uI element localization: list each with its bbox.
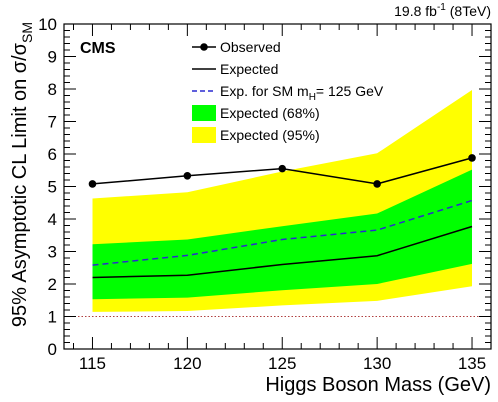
legend-marker-observed <box>200 43 208 51</box>
x-tick-label: 115 <box>79 354 106 373</box>
y-tick-label: 9 <box>48 48 57 67</box>
y-tick-label: 0 <box>48 340 57 359</box>
y-tick-label: 3 <box>48 243 57 262</box>
axes-ticks: 0 1 2 3 4 5 6 7 8 9 10 115 120 125 130 135 <box>38 15 492 373</box>
luminosity-label: 19.8 fb-1 (8TeV) <box>394 2 491 19</box>
x-tick-label: 130 <box>363 354 391 373</box>
exp-sm-line <box>92 199 473 266</box>
legend-label: Expected <box>220 61 278 77</box>
y-tick-label: 8 <box>48 80 57 99</box>
x-tick-label: 125 <box>268 354 296 373</box>
observed-point <box>88 180 97 188</box>
y-tick-label: 1 <box>48 308 57 327</box>
y-tick-label: 7 <box>48 113 57 132</box>
legend-label: Observed <box>220 39 281 55</box>
y-tick-label: 4 <box>48 210 57 229</box>
y-axis-title: 95% Asymptotic CL Limit on σ/σSM <box>9 22 35 327</box>
expected-line <box>92 225 473 279</box>
legend-label: Expected (95%) <box>220 127 320 143</box>
y-tick-label: 10 <box>38 15 57 34</box>
observed-point <box>278 164 287 173</box>
legend-label: Expected (68%) <box>220 105 320 121</box>
legend-swatch-band68 <box>192 105 216 121</box>
y-tick-label: 6 <box>48 145 57 164</box>
legend-label: Exp. for SM mH= 125 GeV <box>220 83 384 103</box>
observed-point <box>183 171 192 180</box>
y-tick-label: 5 <box>48 178 57 197</box>
observed-point <box>468 154 476 162</box>
x-tick-label: 120 <box>173 354 201 373</box>
observed-point <box>373 180 381 188</box>
legend: Observed Expected Exp. for SM mH= 125 GeV E… <box>192 39 384 143</box>
x-axis-title: Higgs Boson Mass (GeV) <box>265 374 491 396</box>
x-tick-label: 135 <box>458 354 486 373</box>
band-68-area <box>92 169 472 300</box>
y-tick-label: 2 <box>48 275 57 294</box>
experiment-label: CMS <box>80 40 116 57</box>
legend-swatch-band95 <box>192 127 216 143</box>
